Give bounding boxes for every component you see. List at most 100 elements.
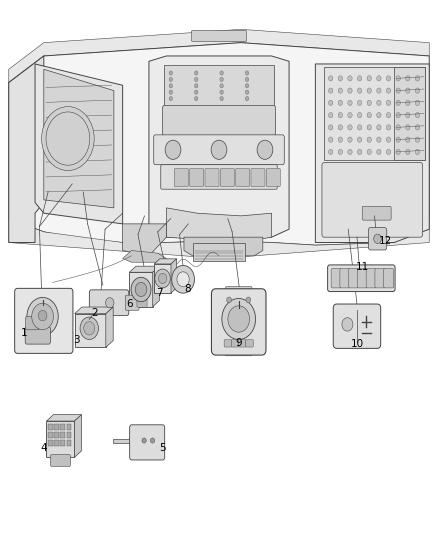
FancyBboxPatch shape xyxy=(25,316,39,330)
Circle shape xyxy=(211,140,227,159)
Polygon shape xyxy=(315,64,429,243)
Circle shape xyxy=(348,125,352,130)
FancyBboxPatch shape xyxy=(349,269,359,288)
Circle shape xyxy=(245,84,249,88)
Circle shape xyxy=(220,90,223,94)
Circle shape xyxy=(367,125,371,130)
Circle shape xyxy=(328,76,333,81)
Circle shape xyxy=(338,100,343,106)
FancyBboxPatch shape xyxy=(362,206,391,220)
Circle shape xyxy=(131,277,151,302)
Circle shape xyxy=(42,107,94,171)
Circle shape xyxy=(357,137,362,142)
Circle shape xyxy=(106,297,114,308)
Polygon shape xyxy=(154,259,177,264)
Circle shape xyxy=(169,77,173,82)
Circle shape xyxy=(46,112,90,165)
Text: 5: 5 xyxy=(159,443,166,453)
Circle shape xyxy=(415,88,420,93)
Polygon shape xyxy=(394,67,425,160)
Polygon shape xyxy=(44,69,114,208)
Polygon shape xyxy=(324,67,425,160)
Circle shape xyxy=(222,298,256,340)
FancyBboxPatch shape xyxy=(251,168,265,187)
Text: 10: 10 xyxy=(351,339,364,349)
FancyBboxPatch shape xyxy=(25,327,50,344)
Circle shape xyxy=(245,77,249,82)
Circle shape xyxy=(169,96,173,101)
FancyBboxPatch shape xyxy=(266,168,280,187)
FancyBboxPatch shape xyxy=(125,295,139,310)
Circle shape xyxy=(328,100,333,106)
Circle shape xyxy=(245,71,249,75)
Circle shape xyxy=(415,125,420,130)
Polygon shape xyxy=(184,237,263,256)
Circle shape xyxy=(415,100,420,106)
FancyBboxPatch shape xyxy=(226,287,252,297)
Circle shape xyxy=(150,438,155,443)
Circle shape xyxy=(357,76,362,81)
Circle shape xyxy=(165,140,181,159)
Circle shape xyxy=(80,317,99,340)
Text: 1: 1 xyxy=(21,328,28,338)
Circle shape xyxy=(406,137,410,142)
Circle shape xyxy=(227,297,231,303)
Circle shape xyxy=(386,137,391,142)
Polygon shape xyxy=(35,64,123,224)
Circle shape xyxy=(27,297,58,336)
Circle shape xyxy=(386,100,391,106)
Circle shape xyxy=(377,112,381,118)
Circle shape xyxy=(245,96,249,101)
Circle shape xyxy=(342,318,353,331)
FancyBboxPatch shape xyxy=(161,165,277,189)
Circle shape xyxy=(245,90,249,94)
Circle shape xyxy=(220,96,223,101)
Polygon shape xyxy=(123,224,166,256)
Text: 9: 9 xyxy=(235,338,242,348)
Circle shape xyxy=(328,125,333,130)
Bar xyxy=(67,424,71,430)
Circle shape xyxy=(396,125,400,130)
FancyBboxPatch shape xyxy=(368,228,387,250)
Bar xyxy=(67,440,71,446)
Circle shape xyxy=(159,273,167,284)
FancyBboxPatch shape xyxy=(162,106,276,135)
Circle shape xyxy=(386,112,391,118)
Circle shape xyxy=(348,137,352,142)
FancyBboxPatch shape xyxy=(205,168,219,187)
Text: 11: 11 xyxy=(356,262,369,271)
Circle shape xyxy=(377,88,381,93)
Polygon shape xyxy=(74,314,106,348)
Circle shape xyxy=(328,137,333,142)
FancyBboxPatch shape xyxy=(14,288,73,353)
Polygon shape xyxy=(106,307,113,348)
Circle shape xyxy=(396,137,400,142)
Circle shape xyxy=(406,100,410,106)
Circle shape xyxy=(406,149,410,155)
FancyBboxPatch shape xyxy=(130,425,165,460)
FancyBboxPatch shape xyxy=(224,340,232,347)
Polygon shape xyxy=(171,259,177,293)
Circle shape xyxy=(357,149,362,155)
Polygon shape xyxy=(9,219,429,259)
Circle shape xyxy=(367,76,371,81)
Polygon shape xyxy=(129,266,159,272)
Circle shape xyxy=(257,140,273,159)
FancyBboxPatch shape xyxy=(231,340,239,347)
Polygon shape xyxy=(129,272,153,306)
FancyBboxPatch shape xyxy=(236,168,250,187)
Circle shape xyxy=(194,90,198,94)
Circle shape xyxy=(220,71,223,75)
Circle shape xyxy=(348,100,352,106)
FancyBboxPatch shape xyxy=(328,265,395,292)
Circle shape xyxy=(357,112,362,118)
Circle shape xyxy=(367,100,371,106)
Text: 6: 6 xyxy=(126,299,133,309)
FancyBboxPatch shape xyxy=(191,30,247,42)
Bar xyxy=(60,424,65,430)
FancyBboxPatch shape xyxy=(246,340,253,347)
Circle shape xyxy=(172,265,194,293)
Bar xyxy=(48,432,53,438)
Circle shape xyxy=(169,84,173,88)
FancyBboxPatch shape xyxy=(174,168,188,187)
